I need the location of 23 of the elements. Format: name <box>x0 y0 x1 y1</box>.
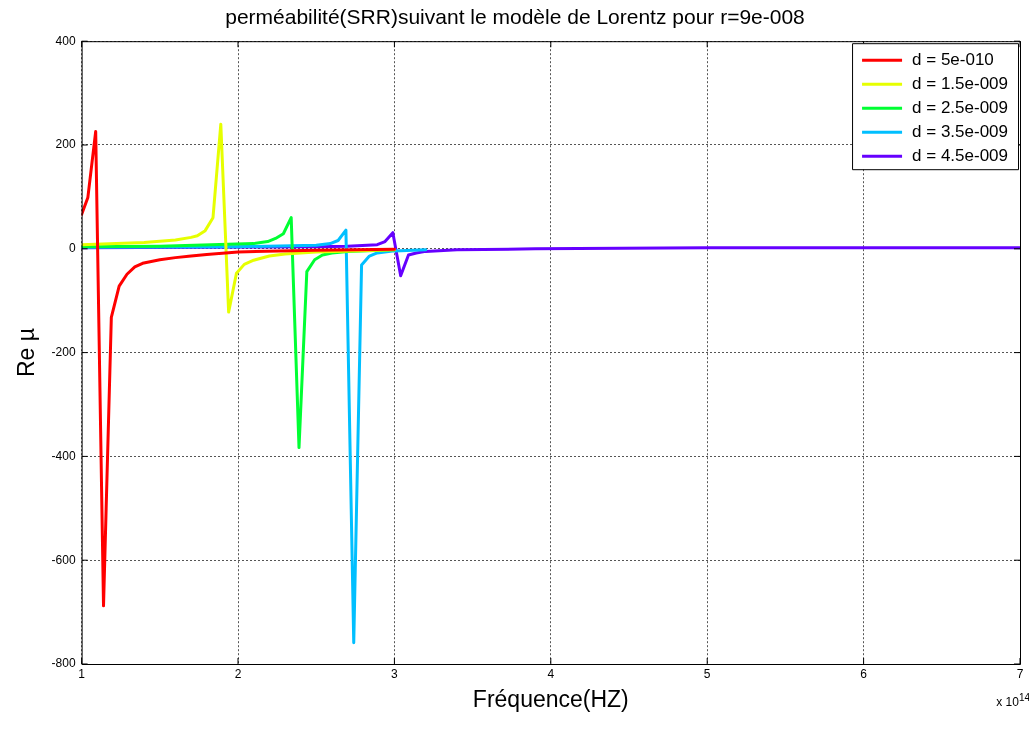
legend-label: d = 2.5e-009 <box>912 97 1009 117</box>
y-tick-label: 0 <box>68 241 76 256</box>
y-tick-label: -400 <box>51 448 76 463</box>
y-tick-label: -800 <box>51 656 76 671</box>
x-axis-title: Fréquence(HZ) <box>472 685 629 712</box>
legend-label: d = 4.5e-009 <box>912 145 1009 165</box>
x-tick-label: 1 <box>78 666 86 681</box>
y-tick-label: -200 <box>51 344 76 359</box>
legend-label: d = 3.5e-009 <box>912 121 1009 141</box>
x-tick-label: 7 <box>1016 666 1024 681</box>
text: x 10$^{14}$ <box>996 692 1029 709</box>
y-tick-label: 200 <box>55 137 76 152</box>
x-tick-label: 4 <box>547 666 555 681</box>
y-tick-label: 400 <box>55 33 76 48</box>
y-tick-label: -600 <box>51 552 76 567</box>
chart-title: perméabilité(SRR)suivant le modèle de Lorentz pour r=9e-008 <box>225 5 805 29</box>
x-tick-label: 6 <box>860 666 868 681</box>
legend-label: d = 1.5e-009 <box>912 73 1009 93</box>
x-tick-label: 2 <box>234 666 242 681</box>
y-axis-title: Re µ <box>13 328 40 378</box>
legend-label: d = 5e-010 <box>912 49 994 69</box>
x-tick-label: 3 <box>391 666 399 681</box>
x-tick-label: 5 <box>703 666 711 681</box>
